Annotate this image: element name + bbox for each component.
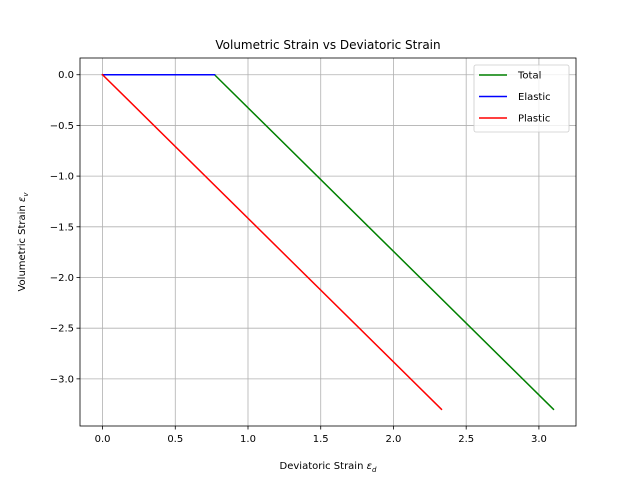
y-tick-label: −1.0 (50, 172, 74, 183)
legend: Total Elastic Plastic (473, 64, 570, 133)
plot-frame (79, 57, 577, 427)
x-tick-label: 1.0 (240, 434, 256, 445)
x-axis-label-subscript: d (372, 466, 377, 474)
y-axis-label-symbol: ε (17, 196, 28, 202)
x-tick-label: 0.0 (95, 434, 111, 445)
legend-label-elastic: Elastic (518, 92, 551, 103)
y-axis-label: Volumetric Strain εv (17, 192, 30, 292)
x-tick-label: 0.5 (167, 434, 183, 445)
chart-title: Volumetric Strain vs Deviatoric Strain (215, 38, 440, 52)
y-tick-label: −1.5 (50, 222, 74, 233)
y-tick-label: −2.0 (50, 273, 74, 284)
y-tick-label: −0.5 (50, 121, 74, 132)
x-tick-label: 2.5 (458, 434, 474, 445)
y-axis-label-main: Volumetric Strain (17, 202, 28, 291)
x-axis-label: Deviatoric Strain εd (280, 461, 378, 474)
legend-box (473, 64, 570, 133)
x-tick-label: 2.0 (386, 434, 402, 445)
y-axis-label-subscript: v (22, 192, 30, 197)
x-tick-label: 1.5 (313, 434, 329, 445)
y-tick-label: −2.5 (50, 324, 74, 335)
series-line-plastic (101, 73, 443, 411)
y-axis-ticks: 0.0 −0.5 −1.0 −1.5 −2.0 −2.5 −3.0 (50, 70, 80, 385)
y-tick-label: −3.0 (50, 374, 74, 385)
legend-label-total: Total (517, 71, 541, 82)
x-tick-label: 3.0 (531, 434, 547, 445)
x-axis-label-main: Deviatoric Strain (280, 461, 367, 472)
x-axis-label-symbol: ε (367, 461, 373, 472)
series-layer (101, 73, 555, 411)
x-axis-ticks: 0.0 0.5 1.0 1.5 2.0 2.5 3.0 (95, 426, 547, 445)
y-tick-label: 0.0 (58, 70, 74, 81)
legend-label-plastic: Plastic (518, 114, 550, 125)
grid (80, 58, 576, 426)
